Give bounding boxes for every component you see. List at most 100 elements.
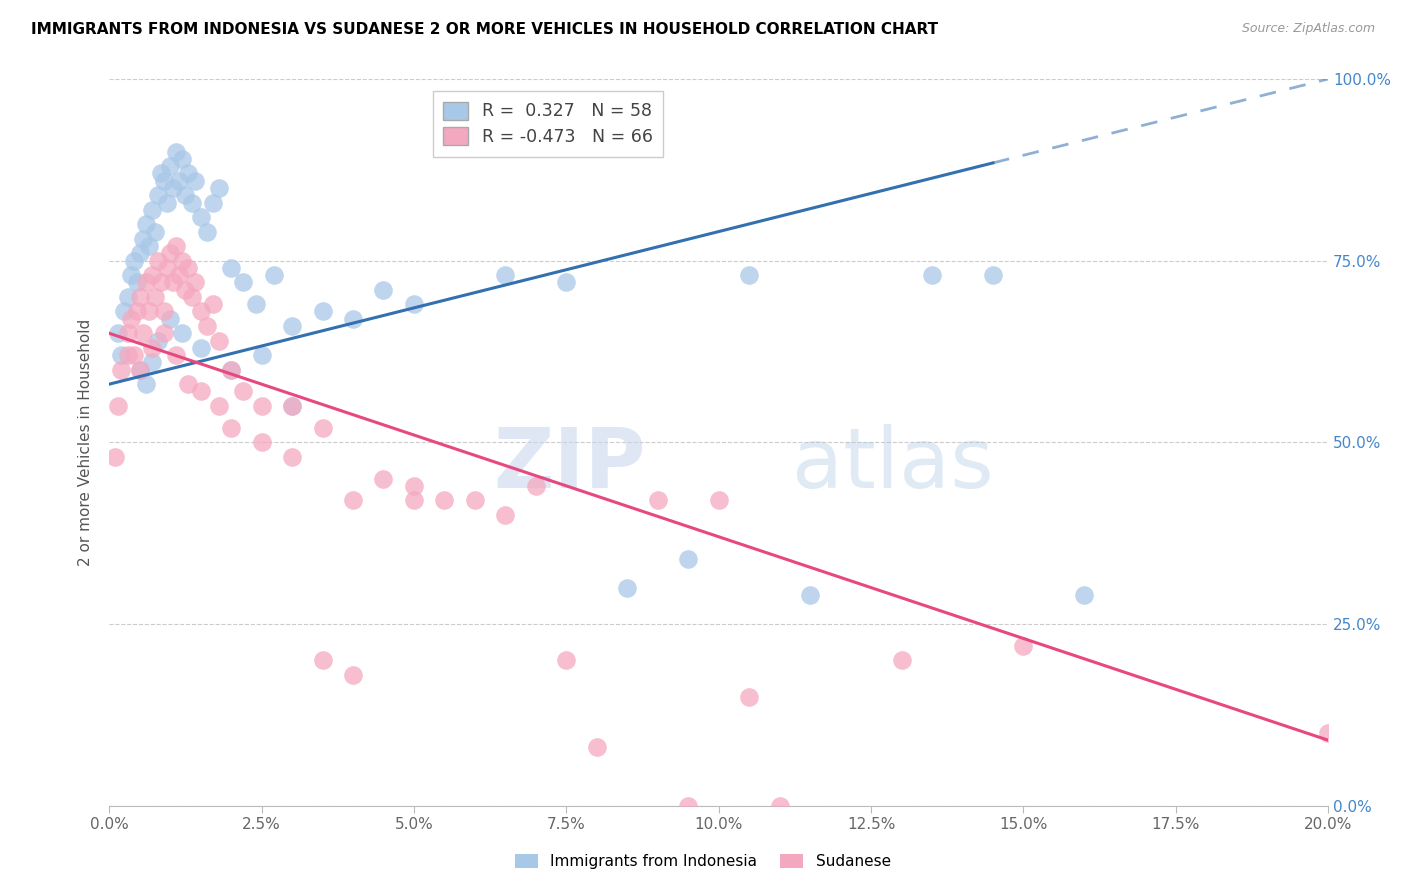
Point [281,450,304,464]
Point [402,297,425,311]
Point [141,341,163,355]
Point [647,493,669,508]
Legend: R =  0.327   N = 58, R = -0.473   N = 66: R = 0.327 N = 58, R = -0.473 N = 66 [433,91,664,157]
Point [342,493,364,508]
Point [120,311,142,326]
Point [169,268,191,282]
Point [342,311,364,326]
Point [143,290,166,304]
Point [174,283,197,297]
Point [165,239,187,253]
Point [890,653,912,667]
Point [180,195,202,210]
Point [132,232,155,246]
Point [208,399,231,413]
Text: ZIP: ZIP [494,424,645,505]
Point [769,798,792,813]
Point [676,551,699,566]
Point [245,297,267,311]
Point [250,348,273,362]
Point [107,326,129,341]
Point [981,268,1004,282]
Point [402,493,425,508]
Point [183,276,205,290]
Point [114,304,136,318]
Point [464,493,486,508]
Point [150,276,173,290]
Point [201,195,224,210]
Point [132,326,155,341]
Point [208,181,231,195]
Point [143,225,166,239]
Point [128,362,150,376]
Point [128,246,150,260]
Point [146,334,169,348]
Point [1073,588,1095,602]
Point [156,260,179,275]
Point [165,348,187,362]
Point [125,304,148,318]
Point [153,174,176,188]
Point [150,166,173,180]
Point [162,181,184,195]
Point [1317,726,1340,740]
Point [159,311,181,326]
Point [281,399,304,413]
Point [110,362,132,376]
Point [311,304,333,318]
Point [107,399,129,413]
Y-axis label: 2 or more Vehicles in Household: 2 or more Vehicles in Household [79,318,93,566]
Point [494,508,516,522]
Point [141,268,163,282]
Point [494,268,516,282]
Point [135,276,157,290]
Point [555,653,578,667]
Point [190,304,212,318]
Point [190,384,212,399]
Point [311,421,333,435]
Text: IMMIGRANTS FROM INDONESIA VS SUDANESE 2 OR MORE VEHICLES IN HOUSEHOLD CORRELATIO: IMMIGRANTS FROM INDONESIA VS SUDANESE 2 … [31,22,938,37]
Point [153,304,176,318]
Point [177,166,200,180]
Point [141,202,163,217]
Point [433,493,456,508]
Point [190,341,212,355]
Point [1012,639,1035,653]
Point [219,362,242,376]
Point [153,326,176,341]
Point [250,435,273,450]
Point [616,581,638,595]
Point [373,472,395,486]
Point [183,174,205,188]
Point [585,740,607,755]
Point [402,479,425,493]
Point [195,319,218,334]
Point [165,145,187,159]
Point [232,276,254,290]
Point [117,290,139,304]
Legend: Immigrants from Indonesia, Sudanese: Immigrants from Indonesia, Sudanese [509,847,897,875]
Point [172,326,194,341]
Point [141,355,163,369]
Point [177,260,200,275]
Point [799,588,821,602]
Point [135,217,157,231]
Point [311,653,333,667]
Point [232,384,254,399]
Point [125,276,148,290]
Point [172,253,194,268]
Point [281,319,304,334]
Point [738,268,761,282]
Point [281,399,304,413]
Point [104,450,127,464]
Point [195,225,218,239]
Text: atlas: atlas [792,424,994,505]
Point [921,268,943,282]
Point [120,268,142,282]
Point [146,253,169,268]
Point [110,348,132,362]
Point [219,362,242,376]
Point [177,377,200,392]
Point [174,188,197,202]
Point [138,304,160,318]
